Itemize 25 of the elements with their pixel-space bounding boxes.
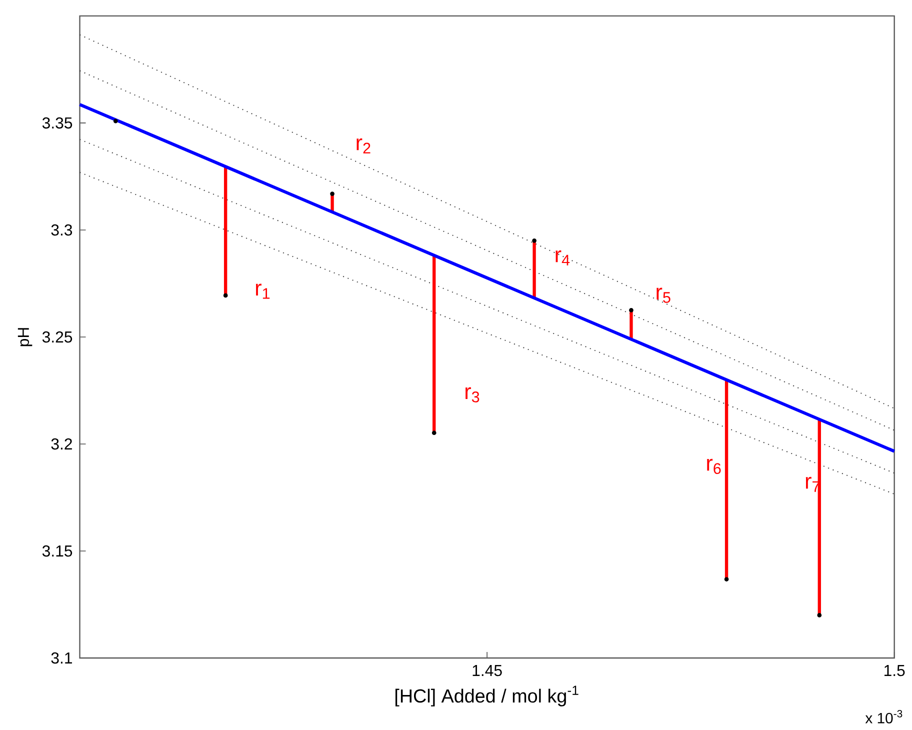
series-label: r$_{5}$ [656, 288, 670, 303]
text: x 10$^{-3}$ [865, 710, 902, 724]
series-label: r$_{3}$ [466, 387, 480, 402]
point [817, 613, 822, 618]
y-tick-label: 3.15 [42, 545, 72, 557]
y-tick-label: 3.35 [42, 117, 72, 129]
point [223, 293, 228, 298]
x-tick-label: 1.45 [472, 665, 502, 676]
y-tick-label: 3.1 [51, 652, 72, 664]
series-label: r$_{4}$ [556, 250, 570, 266]
point [113, 118, 118, 124]
series-label: r$_{1}$ [256, 284, 270, 299]
y-tick-label: 3.25 [42, 331, 72, 343]
point [330, 192, 334, 196]
point [432, 430, 436, 436]
y-tick-label: 3.2 [51, 438, 72, 450]
point [629, 308, 634, 312]
point [532, 238, 536, 243]
x-axis-title: [HCl] Added / mol kg$^{-1}$ [395, 686, 578, 706]
series-label: r$_{6}$ [707, 458, 721, 474]
y-axis-title: pH [18, 328, 32, 346]
point [724, 577, 729, 582]
text: r$_{2}$ [356, 138, 370, 154]
x-tick-label: 1.5 [884, 665, 905, 676]
y-tick-label: 3.3 [51, 224, 72, 236]
